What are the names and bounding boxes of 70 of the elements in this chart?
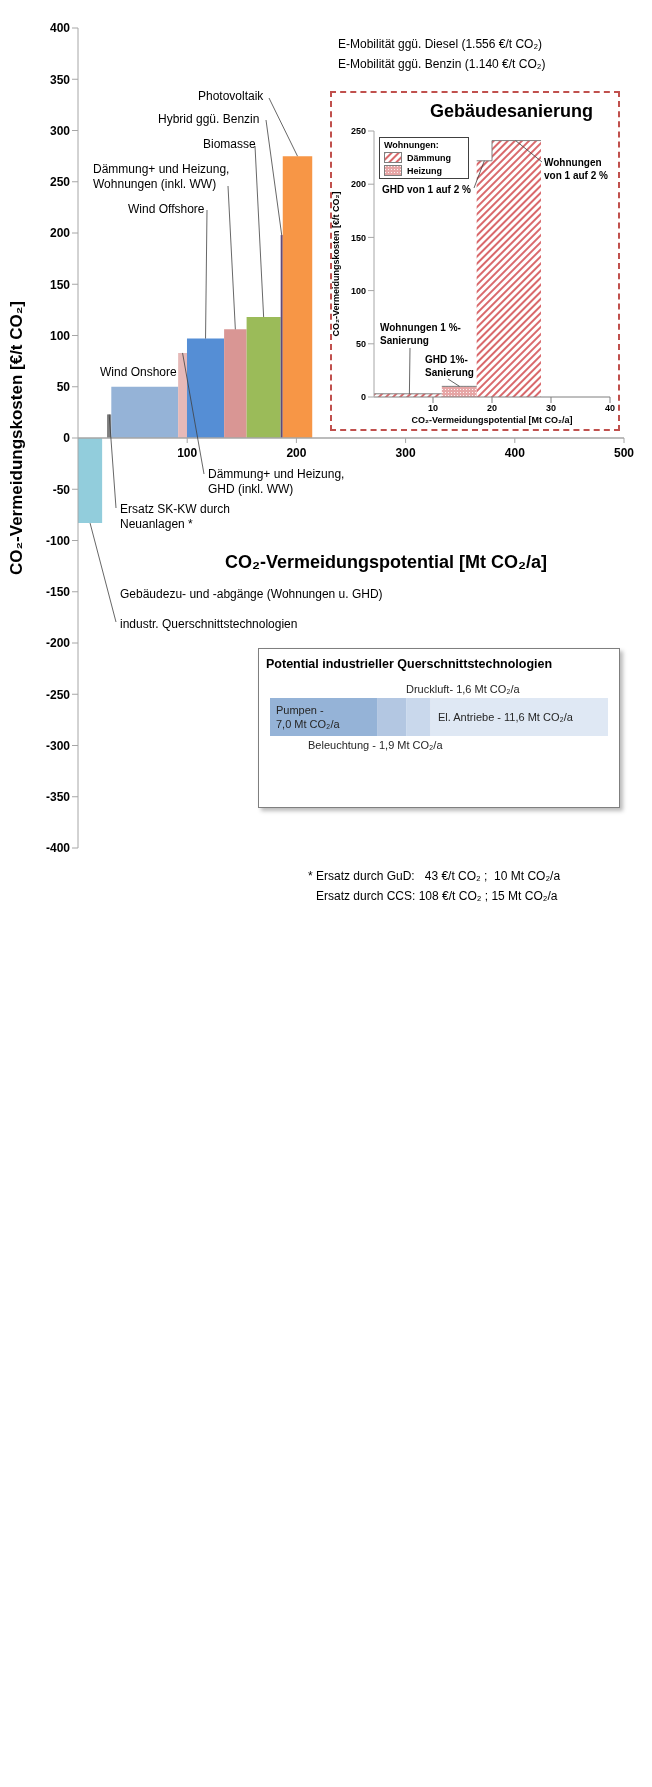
text: Ersatz SK-KW durch Neuanlagen * xyxy=(120,502,231,531)
annotation: E-Mobilität ggü. Benzin (1.140 €/t CO₂) xyxy=(338,57,546,71)
y-tick-label: -400 xyxy=(45,841,71,856)
data-label: 1,9 Mt CO₂/a xyxy=(378,739,444,751)
y-tick-label: -250 xyxy=(45,687,71,702)
y-axis-title: CO₂-Vermeidungskosten [€/t CO₂] xyxy=(7,301,26,575)
x-axis-title: CO₂-Vermeidungspotential [Mt CO₂/a] xyxy=(224,552,548,572)
text: Hybrid ggü. Benzin xyxy=(158,112,260,126)
y-tick-label: -50 xyxy=(52,482,71,497)
x-tick-label: 20 xyxy=(486,403,498,414)
chart-title: Gebäudesanierung xyxy=(430,101,594,121)
data-label: 1,6 Mt CO₂/a xyxy=(456,683,521,695)
series-label: Beleuchtung - xyxy=(308,739,377,751)
annotation: GHD von 1 auf 2 % xyxy=(382,184,472,195)
text: Dämmung+ und Heizung, Wohnungen (inkl. WW) xyxy=(93,162,230,191)
y-tick-label: 400 xyxy=(49,21,71,36)
x-tick-label: 100 xyxy=(177,446,198,460)
y-tick-label: -100 xyxy=(45,533,71,548)
annotation: GHD 1%-Sanierung xyxy=(425,354,474,378)
legend-title: Wohnungen: xyxy=(384,140,440,150)
annotation: E-Mobilität ggü. Diesel (1.556 €/t CO₂) xyxy=(338,37,543,51)
y-tick-label: 0 xyxy=(360,392,366,403)
series-label: Wind Onshore xyxy=(100,365,178,379)
text: Biomasse xyxy=(203,137,257,151)
y-tick-label: -200 xyxy=(45,636,71,651)
series-label: Druckluft- xyxy=(406,683,454,695)
y-tick-label: 150 xyxy=(49,277,71,292)
y-axis-title: CO₂-Vermeidungskosten [€/t CO₂] xyxy=(331,191,341,337)
y-tick-label: 50 xyxy=(56,380,71,395)
legend-label: Heizung xyxy=(407,165,442,176)
text: Ersatz durch CCS: 108 €/t CO₂ ; 15 Mt CO₂/a xyxy=(316,889,558,903)
data-label: 11,6 Mt CO₂/a xyxy=(504,711,574,723)
text: Wind Offshore xyxy=(128,202,205,216)
y-tick-label: 250 xyxy=(49,175,71,190)
y-tick-label: 200 xyxy=(49,226,71,241)
y-tick-label: -300 xyxy=(45,738,71,753)
x-tick-label: 30 xyxy=(545,403,557,414)
bar xyxy=(377,698,407,736)
y-tick-label: -350 xyxy=(45,790,71,805)
text: * Ersatz durch GuD: 43 €/t CO₂ ; 10 Mt CO₂/a xyxy=(308,869,561,883)
text: industr. Querschnittstechnologien xyxy=(120,617,298,631)
y-tick-label: 250 xyxy=(350,126,366,137)
chart-title: Potential industrieller Querschnittstechnologien xyxy=(266,657,553,671)
annotation: Wohnungen 1 %-Sanierung xyxy=(380,322,461,346)
y-tick-label: 150 xyxy=(350,232,366,243)
x-tick-label: 40 xyxy=(604,403,616,414)
y-tick-label: 100 xyxy=(49,328,71,343)
bar xyxy=(430,698,608,736)
x-tick-label: 10 xyxy=(427,403,439,414)
y-tick-label: 300 xyxy=(49,123,71,138)
y-tick-label: -150 xyxy=(45,585,71,600)
y-tick-label: 50 xyxy=(355,338,366,349)
x-tick-label: 200 xyxy=(286,446,307,460)
y-tick-label: 100 xyxy=(350,285,366,296)
annotation: Wohnungen von 1 auf 2 % xyxy=(544,157,609,181)
x-axis-title: CO₂-Vermeidungspotential [Mt CO₂/a] xyxy=(411,415,573,425)
data-label: 7,0 Mt CO₂/a xyxy=(276,718,341,731)
series-label: Pumpen - xyxy=(276,704,325,716)
text: Dämmung+ und Heizung, GHD (inkl. WW) xyxy=(208,467,345,496)
y-tick-label: 200 xyxy=(350,179,366,190)
series-label: El. Antriebe - xyxy=(438,711,502,723)
x-tick-label: 500 xyxy=(613,446,635,460)
x-tick-label: 400 xyxy=(504,446,526,460)
text: Photovoltaik xyxy=(198,89,265,103)
x-tick-label: 300 xyxy=(395,446,416,460)
y-tick-label: 350 xyxy=(49,72,71,87)
y-tick-label: 0 xyxy=(63,431,71,446)
annotation: Gebäudezu- und -abgänge (Wohnungen u. GHD) xyxy=(120,587,383,601)
legend-label: Dämmung xyxy=(407,152,452,163)
bar xyxy=(406,698,431,736)
